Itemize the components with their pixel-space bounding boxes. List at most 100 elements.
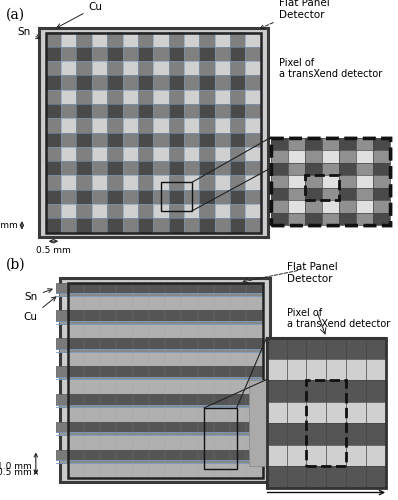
Bar [153,204,169,218]
Bar [322,175,339,188]
Bar [271,138,390,225]
Bar [107,147,123,161]
Bar [288,175,305,188]
Bar [68,282,263,293]
Bar [373,150,390,162]
Bar [92,218,107,232]
Bar [245,90,261,104]
Bar [249,380,267,466]
Bar [230,104,245,118]
Bar [138,190,153,204]
Bar [68,321,263,324]
Bar [305,162,322,175]
Bar [346,338,366,359]
Bar [92,147,107,161]
Bar [46,90,61,104]
Bar [169,190,184,204]
Bar [169,76,184,90]
Bar [322,162,339,175]
Bar [138,118,153,132]
Bar [339,200,356,212]
Text: Cu: Cu [24,297,56,322]
Text: (b): (b) [6,258,25,272]
Bar [46,204,61,218]
Bar [107,190,123,204]
Bar [346,466,366,487]
Bar [138,104,153,118]
Bar [199,161,215,176]
Bar [306,359,326,380]
Bar [306,466,326,487]
Bar [267,359,287,380]
Bar [61,76,76,90]
Bar [356,188,373,200]
Bar [346,359,366,380]
Bar [138,76,153,90]
Bar [61,147,76,161]
Bar [59,321,68,324]
Bar [366,380,386,402]
Bar [59,460,68,463]
Bar [271,150,288,162]
Bar [288,150,305,162]
Bar [287,402,306,423]
Bar [46,61,61,76]
Bar [76,147,92,161]
Bar [92,47,107,61]
Bar [153,90,169,104]
Bar [199,104,215,118]
Bar [169,61,184,76]
Text: 1.0 mm: 1.0 mm [0,462,32,471]
Bar [56,338,68,349]
Bar [230,47,245,61]
Bar [61,61,76,76]
Bar [326,444,346,466]
Bar [92,61,107,76]
Bar [199,61,215,76]
Bar [215,218,230,232]
Bar [107,118,123,132]
Bar [46,118,61,132]
Bar [366,402,386,423]
Bar [199,176,215,190]
Bar [366,444,386,466]
Bar [267,444,287,466]
Bar [68,422,263,432]
Bar [68,310,263,321]
Bar [169,47,184,61]
Bar [68,380,263,394]
Bar [346,402,366,423]
Bar [68,293,263,296]
Bar [271,188,288,200]
Bar [287,466,306,487]
Bar [199,118,215,132]
Bar [245,118,261,132]
Bar [230,76,245,90]
Bar [326,402,346,423]
Bar [230,190,245,204]
Bar [153,132,169,147]
Bar [76,176,92,190]
Bar [169,118,184,132]
Bar [153,218,169,232]
Bar [169,204,184,218]
Bar [267,338,287,359]
Bar [267,338,386,488]
Bar [288,162,305,175]
Bar [68,394,263,404]
Bar [184,132,199,147]
Bar [92,190,107,204]
Bar [305,200,322,212]
Bar [215,176,230,190]
Bar [76,132,92,147]
Bar [346,444,366,466]
Bar [199,90,215,104]
Text: 0.5 mm: 0.5 mm [36,246,71,255]
Bar [184,176,199,190]
Text: 0.5 mm: 0.5 mm [0,468,32,476]
Bar [184,47,199,61]
Bar [306,380,346,466]
Bar [107,47,123,61]
Bar [123,161,138,176]
Bar [305,175,339,200]
